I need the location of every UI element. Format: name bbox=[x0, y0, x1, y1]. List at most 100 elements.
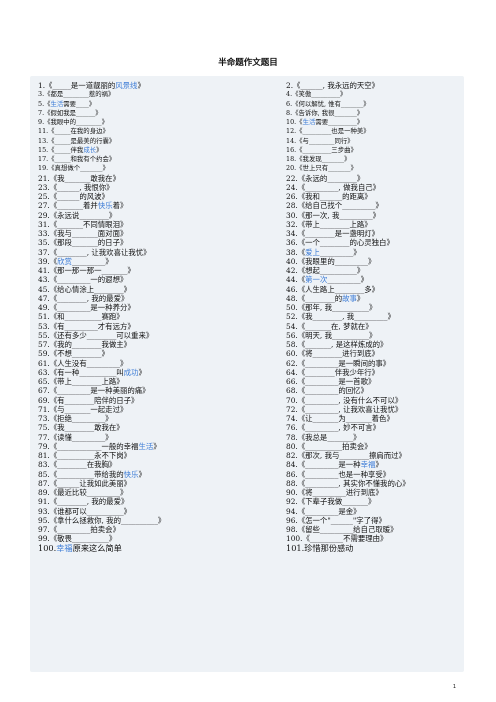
topic-item: 65.《带上________上路》 bbox=[38, 377, 124, 386]
topic-item: 76.《_________, 妙不可言》 bbox=[286, 423, 381, 433]
topic-item: 31.《_______不同情眼泪》 bbox=[38, 219, 128, 229]
topic-item: 48.《________的故事》 bbox=[286, 293, 365, 303]
topic-item: 25.《______的风波》 bbox=[38, 192, 109, 201]
topic-item: 11.《_____在我的身边》 bbox=[38, 127, 109, 136]
topic-item: 55.《还有多少________可以重来》 bbox=[38, 330, 154, 340]
topic-item: 57.《我的________我做主》 bbox=[38, 340, 132, 349]
topic-item: 6.《何以解忧, 惟有_______》 bbox=[286, 99, 370, 108]
topic-item: 17.《_____和我有个约会》 bbox=[38, 155, 116, 163]
topic-item: 7.《假如我是______》 bbox=[38, 108, 102, 117]
topic-item: 98.《留些_________给自己取暖》 bbox=[286, 525, 398, 534]
topic-item: 94.《_________是金》 bbox=[286, 506, 361, 516]
topic-item: 14.《与________同行》 bbox=[286, 136, 354, 145]
topic-item: 87.《______让我如此美丽》 bbox=[38, 478, 132, 488]
topic-item: 9.《我眼中的________》 bbox=[38, 118, 109, 126]
topic-item: 40.《我眼里的_________》 bbox=[286, 256, 376, 266]
topic-item: 8.《告诉你, 我很_______》 bbox=[286, 108, 364, 117]
topic-item: 18.《我发现_______》 bbox=[286, 155, 351, 163]
topic-item: 47.《________, 我的最爱》 bbox=[38, 293, 129, 303]
topic-item: 10.《生活需要_________》 bbox=[286, 118, 364, 126]
topic-item: 60.《将________进行到底》 bbox=[286, 349, 380, 359]
topic-item: 19.《真想做个_______》 bbox=[38, 164, 109, 173]
topic-item: 64.《________伴我少年行》 bbox=[286, 367, 380, 377]
topic-item: 97.《_________拍卖会》 bbox=[38, 525, 120, 534]
topic-item: 61.《人生没有_________》 bbox=[38, 358, 128, 368]
topic-item: 70.《_________, 没有什么不可以》 bbox=[286, 395, 403, 405]
topic-item: 1.《_____是一道靓丽的风景线》 bbox=[38, 81, 145, 90]
topic-item: 49.《_________是一种养分》 bbox=[38, 303, 135, 312]
topic-item: 79.《____________一般的幸福生活》 bbox=[38, 441, 161, 451]
content-panel bbox=[30, 76, 464, 672]
topic-item: 80.《__________拍卖会》 bbox=[286, 441, 372, 451]
topic-item: 85.《__________带给我的快乐》 bbox=[38, 469, 146, 479]
topic-item: 96.《怎一个"______"字了得》 bbox=[286, 515, 386, 525]
topic-item: 73.《拒绝_________》 bbox=[38, 414, 113, 423]
topic-item: 78.《我总是_______》 bbox=[286, 432, 361, 442]
topic-item: 53.《有_________才有远方》 bbox=[38, 321, 135, 331]
topic-item: 86.《_________也是一种享受》 bbox=[286, 469, 391, 479]
topic-item: 62.《_________是一瞬间的事》 bbox=[286, 358, 391, 368]
topic-item: 39.《欣赏_________》 bbox=[38, 256, 113, 266]
topic-item: 59.《不想________》 bbox=[38, 349, 109, 359]
topic-item: 81.《__________永不下岗》 bbox=[38, 451, 132, 460]
topic-item: 77.《读懂_________》 bbox=[38, 432, 113, 442]
topic-item: 46.《人生路上________多》 bbox=[286, 284, 380, 294]
topic-item: 72.《_________, 让我欢喜让我忧》 bbox=[286, 404, 403, 414]
topic-item: 35.《那段_______的日子》 bbox=[38, 238, 128, 248]
topic-item: 41.《那一那一那一_______》 bbox=[38, 266, 135, 275]
topic-item: 88.《_________, 其实你不懂我的心》 bbox=[286, 478, 410, 488]
topic-item: 91.《________, 我的最爱》 bbox=[38, 497, 129, 507]
topic-item: 33.《我与_______面对面》 bbox=[38, 229, 128, 238]
topic-item: 27.《_______着并快乐着》 bbox=[38, 201, 128, 211]
topic-item: 63.《有一种__________叫成功》 bbox=[38, 367, 146, 377]
topic-item: 44.《第一次_________》 bbox=[286, 275, 368, 285]
topic-item: 28.《给自己找个_________》 bbox=[286, 201, 383, 211]
topic-item: 95.《拿什么拯救你, 我的__________》 bbox=[38, 515, 166, 525]
topic-item: 26.《我和______的距离》 bbox=[286, 192, 372, 201]
topic-item: 2.《______, 我永远的天空》 bbox=[286, 81, 380, 90]
topic-item: 37.《________, 让我欢喜让我忧》 bbox=[38, 247, 151, 257]
topic-item: 68.《_________的回忆》 bbox=[286, 386, 368, 396]
page-title: 半命题作文题目 bbox=[218, 58, 278, 68]
page-number: 1 bbox=[452, 684, 456, 690]
topic-item: 23.《______, 我恨你》 bbox=[38, 182, 114, 192]
topic-item: 29.《永远说________》 bbox=[38, 210, 117, 220]
topic-item: 13.《_____是最美的行囊》 bbox=[38, 136, 116, 145]
topic-item: 82.《那次, 我与________擦肩而过》 bbox=[286, 451, 406, 460]
topic-item: 67.《_________是一种美丽的痛》 bbox=[38, 386, 150, 396]
topic-item: 69.《有________陪伴的日子》 bbox=[38, 395, 139, 405]
topic-item: 12.《_________也是一种美》 bbox=[286, 127, 370, 136]
topic-item: 75.《我________敢我在》 bbox=[38, 423, 124, 433]
topic-item: 36.《一个________的心灵独白》 bbox=[286, 238, 394, 248]
topic-item: 34.《________是一盏明灯》 bbox=[286, 229, 380, 238]
topic-item: 100.《_________不需要理由》 bbox=[286, 534, 388, 544]
topic-item: 71.《与_______一起走过》 bbox=[38, 404, 128, 414]
topic-item: 4.《笑傲_________》 bbox=[286, 90, 347, 99]
topic-item: 93.《谁都可以__________》 bbox=[38, 506, 132, 516]
topic-item: 101.珍惜那份感动 bbox=[286, 542, 354, 553]
topic-item: 83.《________在我胸》 bbox=[38, 460, 117, 470]
topic-item: 30.《那一次, 我_________》 bbox=[286, 210, 381, 220]
topic-item: 3.《都是________惹的祸》 bbox=[38, 90, 115, 99]
left-column: 1.《_____是一道靓丽的风景线》 3.《都是________惹的祸》 5.《生活… bbox=[38, 81, 248, 553]
topic-item: 52.《我________, 我_________》 bbox=[286, 312, 395, 322]
topic-item: 90.《将_________进行到底》 bbox=[286, 488, 383, 497]
topic-item: 51.《和__________赛跑》 bbox=[38, 312, 124, 322]
topic-item: 50.《那年, 我__________》 bbox=[286, 303, 377, 312]
topic-item: 84.《_________是一种幸福》 bbox=[286, 460, 383, 470]
topic-item: 89.《最近比较_________》 bbox=[38, 488, 128, 497]
topic-item: 38.《爱上_________》 bbox=[286, 247, 361, 257]
topic-item: 16.《_________三步曲》 bbox=[286, 145, 357, 154]
topic-item: 58.《_______, 是这样炼成的》 bbox=[286, 340, 388, 349]
topic-item: 21.《我_______敢我在》 bbox=[38, 173, 120, 183]
topic-item: 92.《下辈子我做_______》 bbox=[286, 497, 376, 507]
topic-item: 43.《_________一的遐想》 bbox=[38, 275, 128, 285]
topic-item: 22.《永远的________》 bbox=[286, 173, 365, 183]
topic-item: 24.《_________, 做我自己》 bbox=[286, 182, 381, 192]
topic-item: 99.《敬畏__________》 bbox=[38, 534, 117, 544]
topic-item: 56.《明天, 我__________》 bbox=[286, 330, 377, 340]
topic-item: 74.《让_______为_______着色》 bbox=[286, 414, 394, 423]
topic-item: 32.《带上________上路》 bbox=[286, 219, 372, 229]
topic-item: 42.《想起__________》 bbox=[286, 266, 365, 275]
topic-item: 5.《生活需要____》 bbox=[38, 99, 96, 108]
